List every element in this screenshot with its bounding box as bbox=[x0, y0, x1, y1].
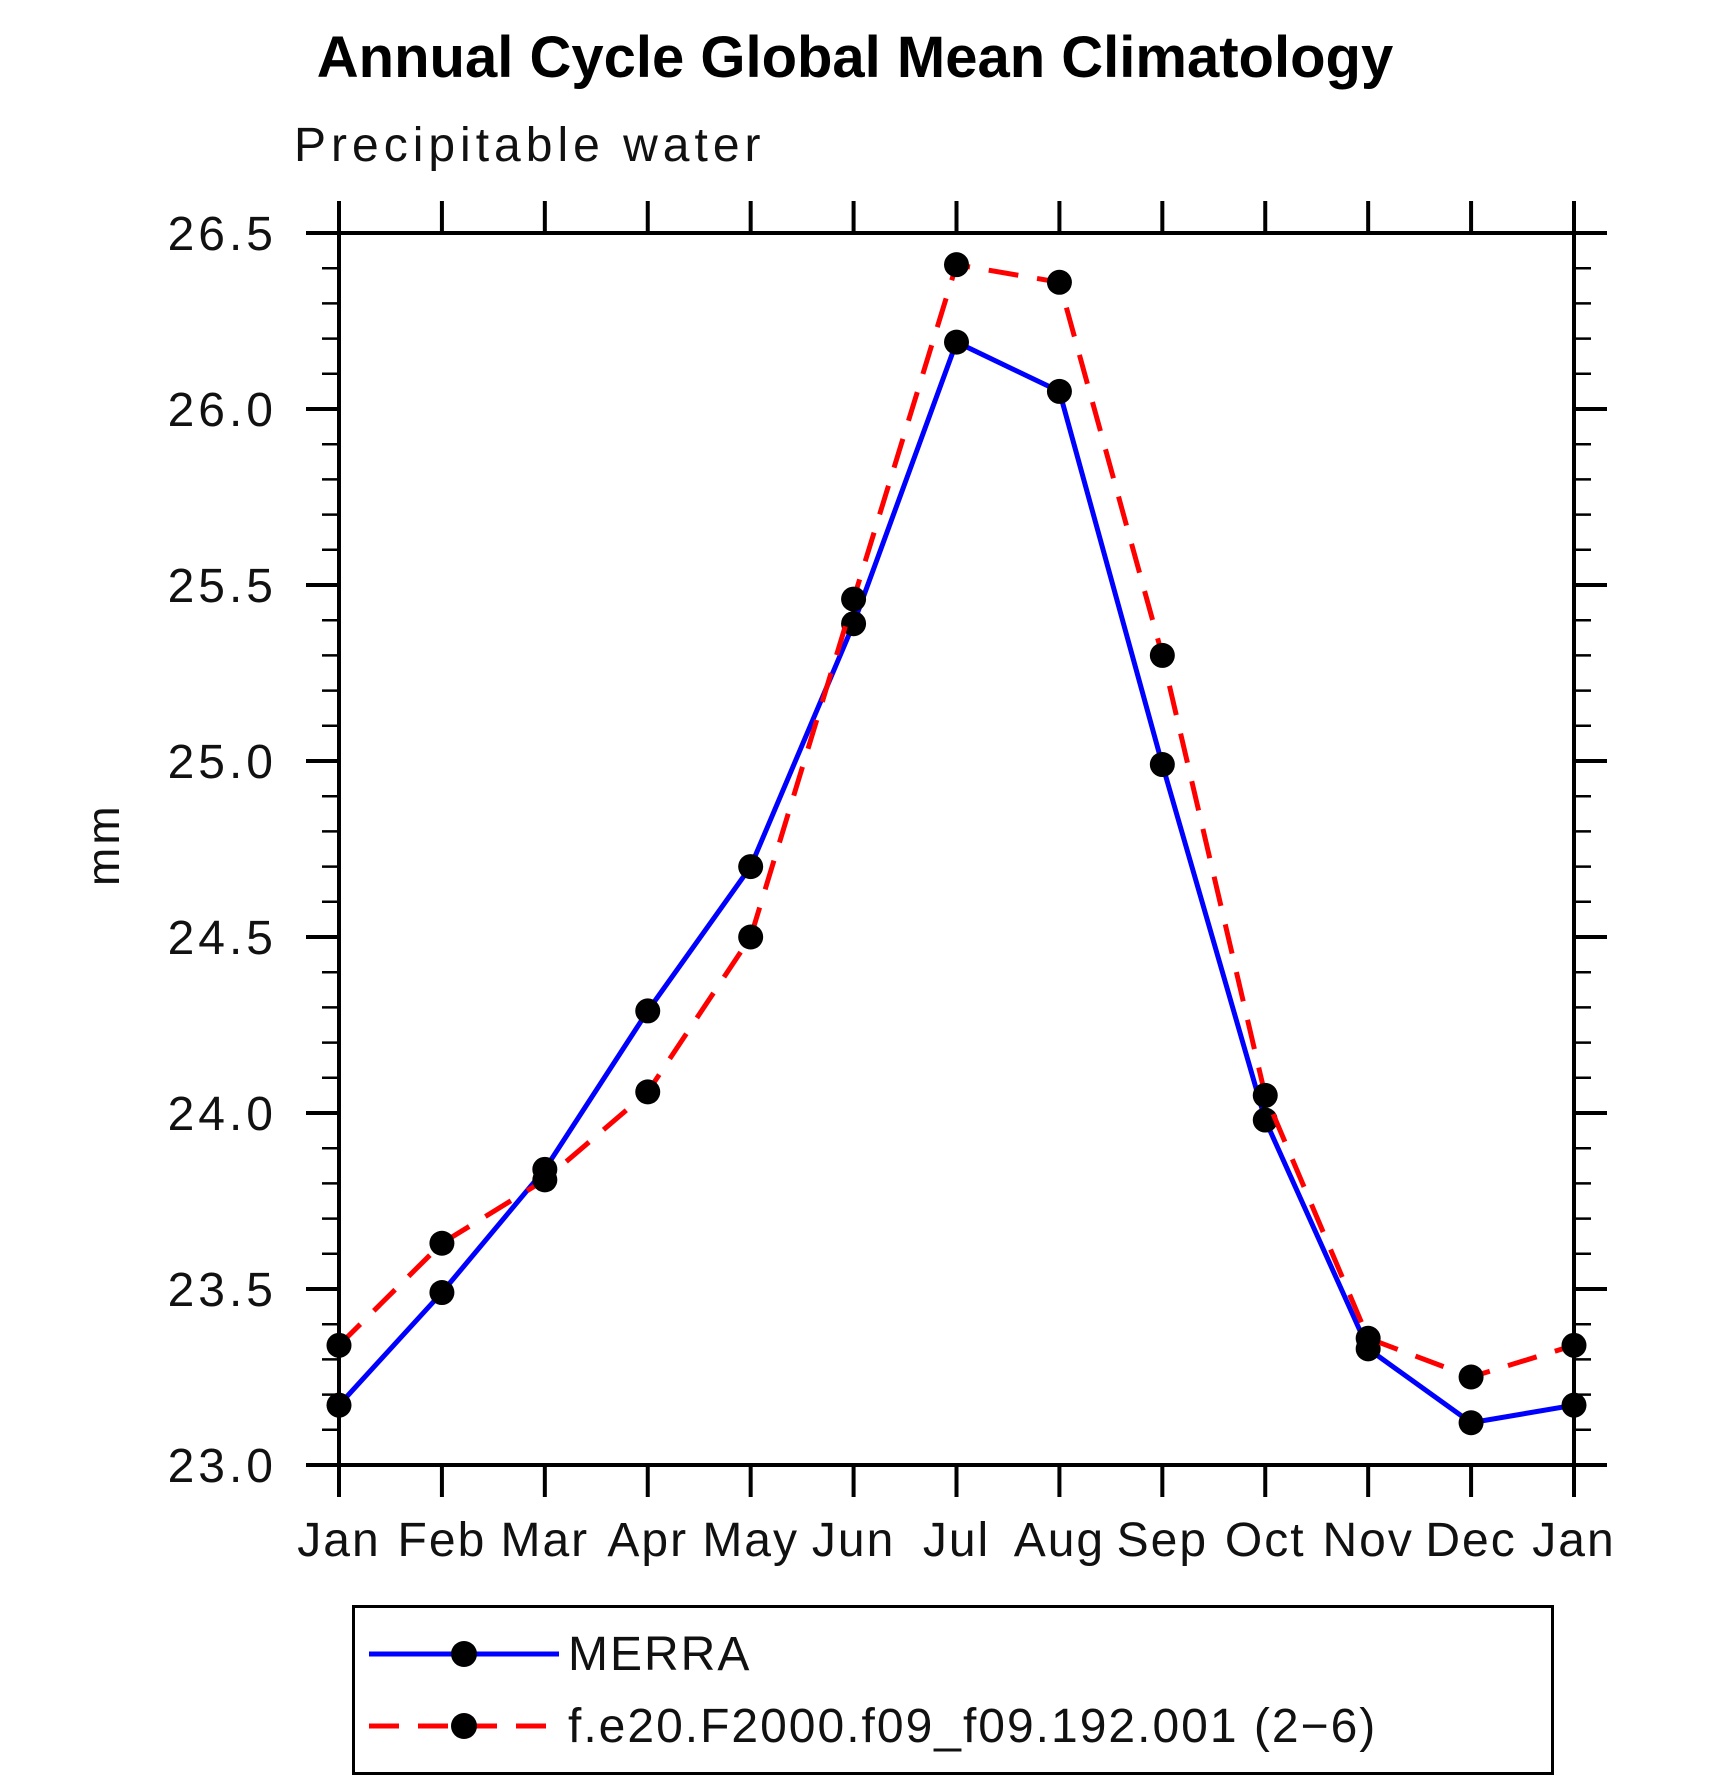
chart-subtitle: Precipitable water bbox=[294, 119, 766, 172]
x-tick-label: Mar bbox=[500, 1514, 589, 1567]
chart-title: Annual Cycle Global Mean Climatology bbox=[316, 25, 1394, 90]
y-tick-label: 24.0 bbox=[168, 1088, 277, 1141]
legend-swatch-model bbox=[369, 1713, 559, 1739]
x-tick-label: Nov bbox=[1322, 1514, 1413, 1567]
y-tick-label: 23.0 bbox=[168, 1440, 277, 1493]
x-tick-label: Apr bbox=[607, 1514, 688, 1567]
y-tick-label: 25.5 bbox=[168, 560, 277, 613]
x-tick-label: Jun bbox=[812, 1514, 895, 1567]
x-tick-label: Sep bbox=[1117, 1514, 1208, 1567]
legend-label: MERRA bbox=[568, 1627, 752, 1681]
x-tick-label: Jul bbox=[923, 1514, 990, 1567]
x-axis-ticks: Jan Feb Mar Apr May Jun Jul Aug Sep Oct Nov Dec Jan bbox=[297, 201, 1615, 1567]
legend-swatch-merra bbox=[369, 1641, 559, 1667]
y-tick-label: 25.0 bbox=[168, 736, 277, 789]
legend-item-model: f.e20.F2000.f09_f09.192.001 (2−6) bbox=[367, 1700, 1377, 1753]
y-tick-label: 26.0 bbox=[168, 384, 277, 437]
y-tick-label: 24.5 bbox=[168, 912, 277, 965]
legend: MERRA f.e20.F2000.f09_f09.192.001 (2−6) bbox=[352, 1605, 1554, 1775]
x-tick-label: Dec bbox=[1425, 1514, 1516, 1567]
x-tick-label: Jan bbox=[1532, 1514, 1615, 1567]
y-tick-label: 23.5 bbox=[168, 1264, 277, 1317]
series-line-1 bbox=[337, 261, 1575, 1380]
legend-label: f.e20.F2000.f09_f09.192.001 (2−6) bbox=[568, 1699, 1378, 1753]
y-tick-label: 26.5 bbox=[168, 208, 277, 261]
x-tick-label: Aug bbox=[1014, 1514, 1105, 1567]
y-minor-ticks bbox=[322, 266, 1591, 1432]
series-markers-1 bbox=[326, 252, 1587, 1390]
x-tick-label: Oct bbox=[1225, 1514, 1306, 1567]
plot-box bbox=[337, 231, 1576, 1467]
x-tick-label: Jan bbox=[297, 1514, 380, 1567]
y-major-ticks: 23.0 23.5 24.0 24.5 25.0 25.5 26.0 26.5 bbox=[168, 208, 1607, 1493]
x-tick-label: Feb bbox=[398, 1514, 487, 1567]
series-line-0 bbox=[337, 338, 1575, 1426]
x-tick-label: May bbox=[702, 1514, 799, 1567]
series-markers-0 bbox=[326, 329, 1587, 1436]
legend-item-merra: MERRA bbox=[367, 1628, 751, 1681]
